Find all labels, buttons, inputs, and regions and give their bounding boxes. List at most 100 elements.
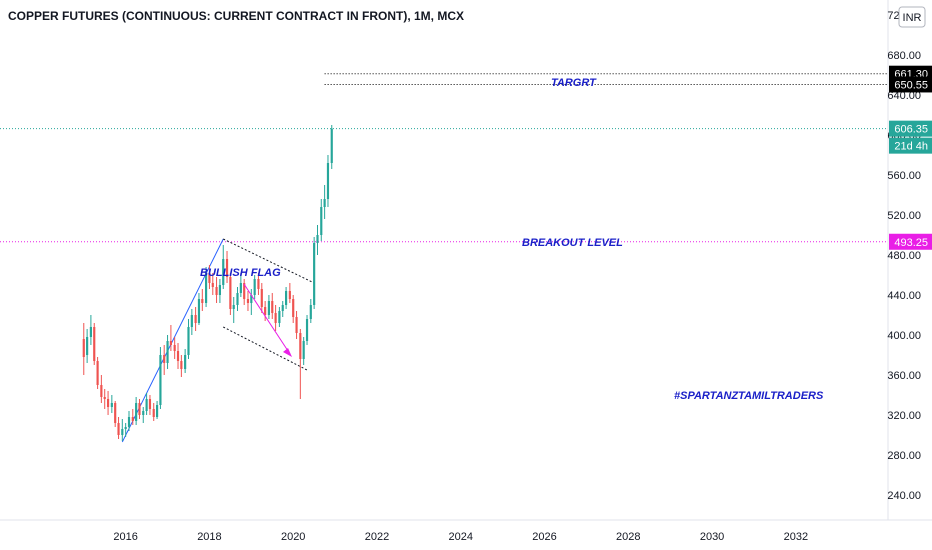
candle (215, 277, 218, 303)
flag-upper-line (223, 238, 315, 284)
candle-body (124, 427, 127, 429)
candle-body (250, 295, 253, 303)
candle (278, 307, 281, 327)
candle (117, 417, 120, 439)
x-tick-label: 2020 (281, 531, 305, 543)
candle (330, 125, 333, 169)
candle (302, 337, 305, 365)
candle-body (309, 305, 312, 319)
candle (93, 323, 96, 365)
candle (145, 393, 148, 415)
candle-body (236, 293, 239, 305)
candle (236, 287, 239, 311)
candle (114, 401, 117, 427)
candle-body (159, 355, 162, 405)
candle (190, 309, 193, 335)
candle (316, 225, 319, 255)
candle (103, 389, 106, 409)
candle (229, 273, 232, 315)
target-lower-price-badge-bg (889, 76, 932, 93)
candle-body (110, 403, 113, 407)
x-tick-label: 2016 (113, 531, 137, 543)
candle-body (201, 299, 204, 303)
candle-body (243, 283, 246, 299)
y-tick-label: 360.00 (887, 370, 921, 382)
candle-body (82, 339, 85, 357)
candle-body (176, 351, 180, 361)
last-price-badge-bg (889, 120, 932, 137)
candle (274, 305, 277, 331)
candle-body (292, 299, 295, 317)
candle-body (114, 403, 117, 423)
candle (260, 283, 263, 313)
candle (89, 315, 92, 345)
candle (267, 295, 271, 319)
candle-body (281, 305, 284, 311)
candle-body (295, 317, 298, 333)
candle-body (163, 355, 166, 363)
currency-button[interactable]: INR (898, 6, 926, 28)
candle-body (326, 163, 330, 199)
candle-body (152, 409, 155, 417)
chart-title: COPPER FUTURES (CONTINUOUS: CURRENT CONT… (8, 9, 464, 23)
candle-body (305, 319, 309, 341)
candle-body (100, 385, 103, 397)
candle (281, 301, 284, 317)
candle-body (187, 327, 190, 355)
y-tick-label: 480.00 (887, 250, 921, 262)
candle (299, 329, 302, 399)
candle-body (284, 291, 288, 305)
author-tag-annotation: #SPARTANZTAMILTRADERS (674, 390, 824, 402)
y-tick-label: 520.00 (887, 210, 921, 222)
countdown-badge: 21d 4h (889, 137, 932, 154)
y-tick-label: 680.00 (887, 50, 921, 62)
candle-body (302, 341, 305, 359)
candle-body (225, 259, 229, 277)
candle (86, 329, 89, 363)
candle (323, 185, 326, 219)
x-tick-label: 2030 (700, 531, 724, 543)
candle (166, 335, 169, 369)
candle (292, 295, 295, 323)
candle (218, 279, 221, 303)
y-tick-label: 640.00 (887, 90, 921, 102)
candle (100, 375, 103, 403)
x-tick-label: 2018 (197, 531, 221, 543)
candle (288, 283, 291, 303)
candle-body (288, 291, 291, 299)
candle-body (180, 361, 183, 369)
x-tick-label: 2024 (449, 531, 473, 543)
candle (121, 419, 124, 441)
candle-body (253, 279, 256, 295)
candle-body (274, 313, 277, 323)
candle (309, 299, 312, 323)
candle-body (138, 403, 141, 415)
candle (176, 343, 180, 369)
candle-body (173, 345, 176, 351)
candle-body (103, 397, 106, 399)
candle (142, 407, 145, 423)
candle (155, 401, 159, 419)
candle-body (260, 289, 263, 307)
currency-label: INR (903, 12, 922, 24)
candle-body (323, 199, 326, 207)
x-tick-label: 2028 (616, 531, 640, 543)
candle-body (169, 341, 172, 345)
candle (239, 273, 242, 297)
candle (135, 397, 138, 425)
candle (246, 291, 250, 311)
candle (173, 337, 176, 359)
candle (313, 237, 316, 309)
candle-body (267, 301, 271, 315)
candle-body (194, 315, 197, 323)
candle (110, 395, 113, 413)
candle-body (131, 417, 134, 421)
candle-body (117, 423, 120, 435)
candle (208, 265, 211, 289)
candle (96, 357, 99, 389)
candle-body (299, 333, 302, 359)
candle (284, 287, 288, 309)
candle (138, 399, 141, 419)
target-lower-price-badge-label: 650.55 (894, 79, 928, 91)
